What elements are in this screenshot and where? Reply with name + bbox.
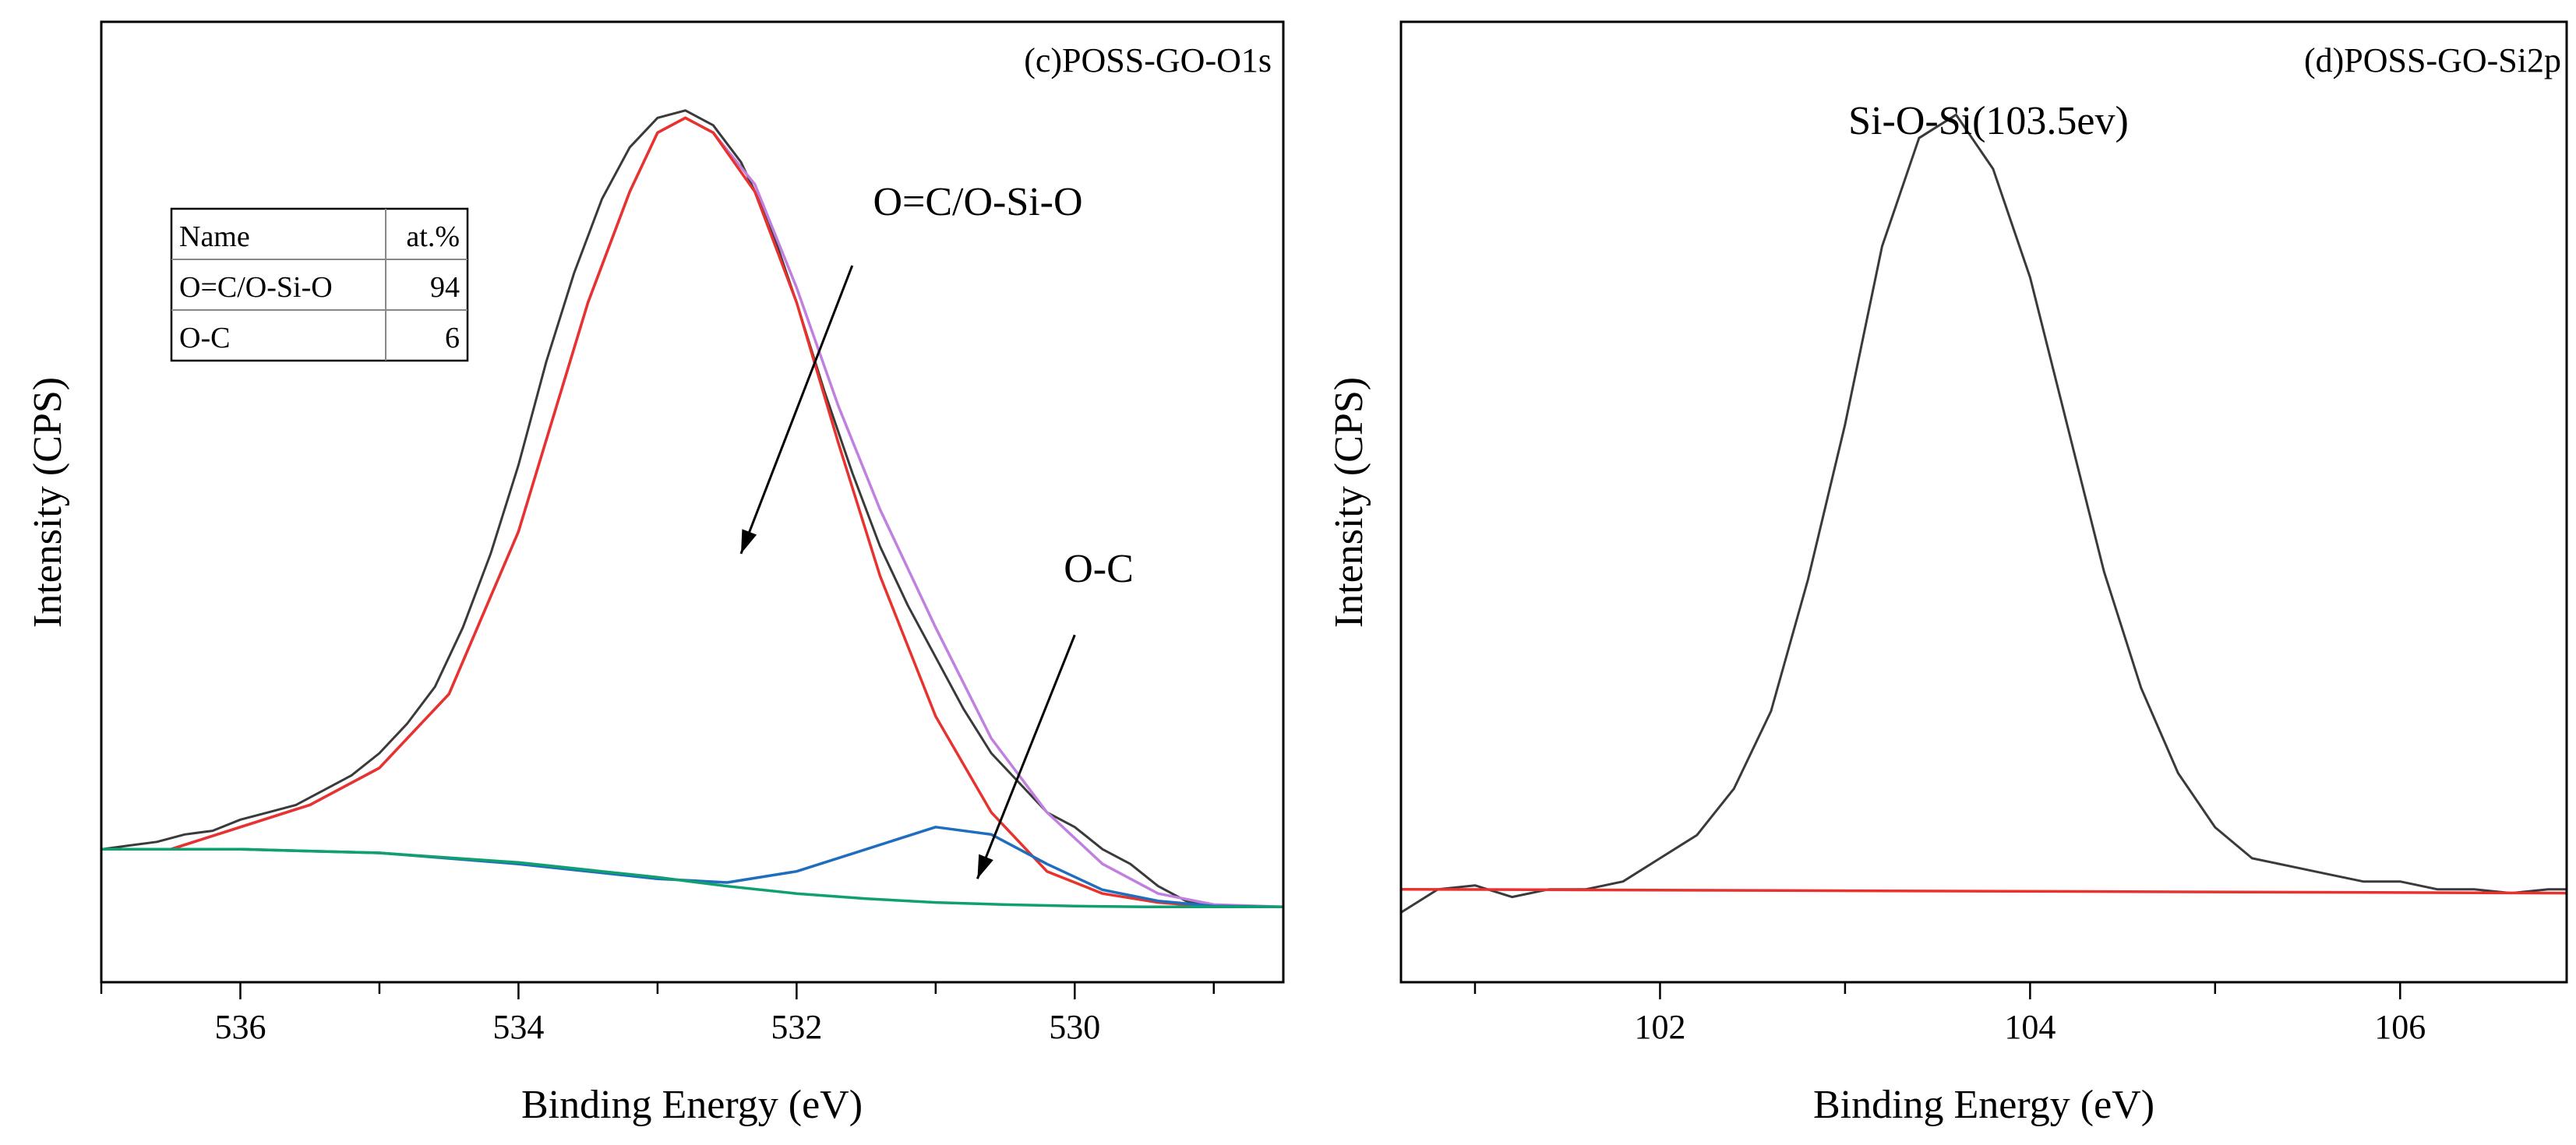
o1s-x-tick-label: 534 <box>492 1008 544 1046</box>
si2p-peak-label: Si-O-Si(103.5ev) <box>1848 99 2129 143</box>
o1s-arrowhead <box>741 529 757 554</box>
table-header-name: Name <box>179 220 250 253</box>
o1s-y-axis-label: Intensity (CPS) <box>26 377 70 628</box>
o1s-x-tick-label: 530 <box>1049 1008 1100 1046</box>
table-cell-name: O=C/O-Si-O <box>179 271 333 304</box>
si2p-x-tick-label: 106 <box>2374 1008 2426 1046</box>
o1s-peak-label-oc: O-C <box>1064 547 1134 591</box>
si2p-plot-frame <box>1399 20 2568 984</box>
o1s-plot-frame <box>100 20 1285 984</box>
chart-panel-si2p: 102 104 106 (d)POSS-GO-Si2p Si-O-Si(103.5e… <box>1327 20 2568 1127</box>
o1s-x-tick-label: 536 <box>214 1008 266 1046</box>
si2p-x-axis-label: Binding Energy (eV) <box>1813 1083 2154 1127</box>
o1s-x-axis-label: Binding Energy (eV) <box>521 1083 863 1127</box>
si2p-ticks: 102 104 106 <box>1473 982 2426 1046</box>
o1s-peak-label-main: O=C/O-Si-O <box>873 180 1082 224</box>
table-cell-percent: 6 <box>445 322 460 354</box>
table-frame <box>170 207 469 362</box>
o1s-traces <box>101 109 1284 909</box>
o1s-ticks: 536 534 532 530 <box>100 982 1216 1046</box>
si2p-series-raw <box>1400 113 2567 914</box>
table-cell-name: O-C <box>179 322 230 354</box>
si2p-x-tick-label: 102 <box>1634 1008 1685 1046</box>
o1s-series-background <box>101 847 1283 909</box>
si2p-panel-title: (d)POSS-GO-Si2p <box>2304 41 2561 79</box>
o1s-arrowhead <box>977 854 993 879</box>
o1s-series-o-c-o-si-o <box>101 116 1283 909</box>
o1s-annotation-arrow <box>976 634 1076 879</box>
o1s-panel-title: (c)POSS-GO-O1s <box>1024 41 1272 79</box>
o1s-arrows <box>739 265 1076 879</box>
composition-table: Name at.% O=C/O-Si-O 94 O-C 6 <box>170 207 469 362</box>
o1s-series-raw <box>101 109 1283 908</box>
o1s-annotation-arrow <box>739 265 854 555</box>
table-cell-percent: 94 <box>430 271 460 304</box>
si2p-traces <box>1400 113 2567 914</box>
table-header-percent: at.% <box>406 220 460 253</box>
si2p-x-tick-label: 104 <box>2004 1008 2056 1046</box>
si2p-y-axis-label: Intensity (CPS) <box>1327 377 1371 628</box>
chart-panel-o1s: 536 534 532 530 (c)POSS-GO-O1s O=C/O-Si-O O… <box>26 20 1285 1127</box>
si2p-series-background <box>1400 887 2567 895</box>
o1s-x-tick-label: 532 <box>771 1008 822 1046</box>
